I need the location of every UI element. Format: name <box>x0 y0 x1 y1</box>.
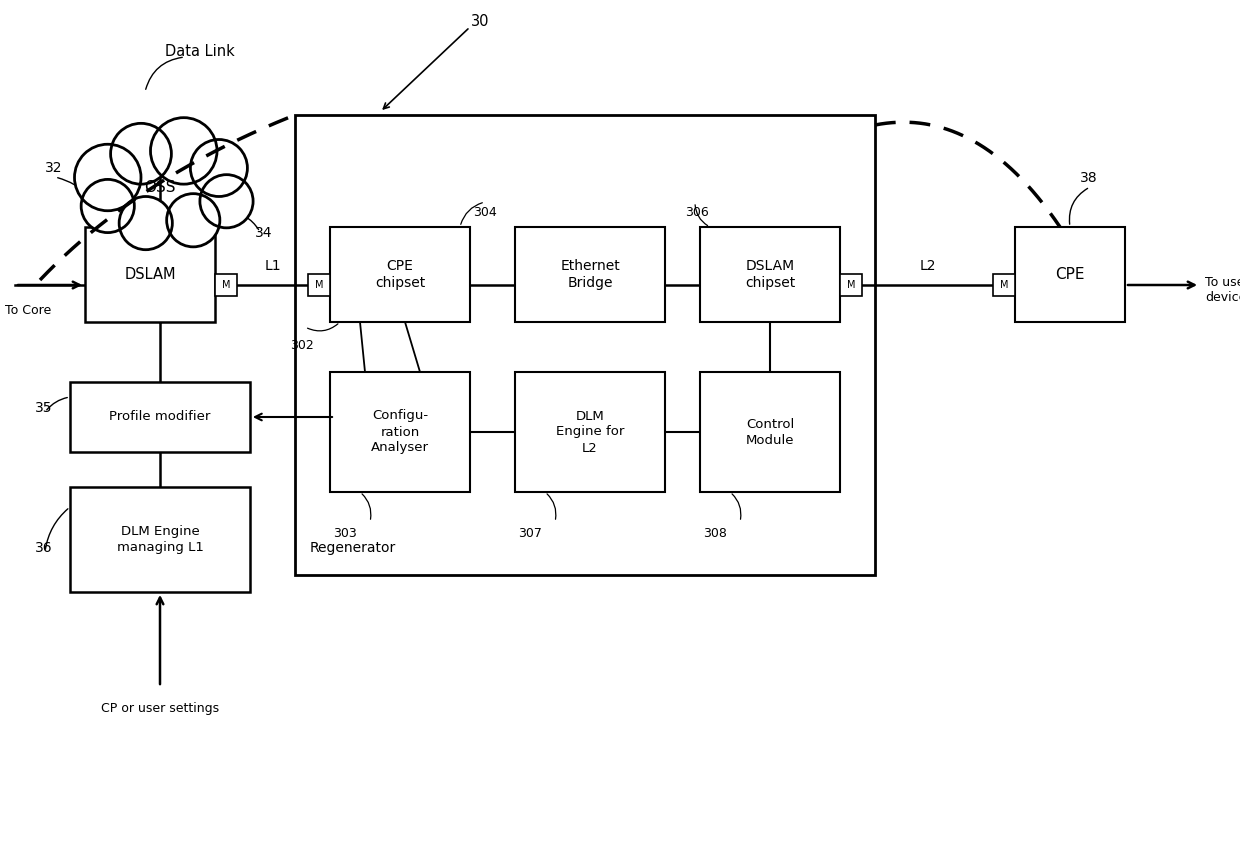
Text: L1: L1 <box>264 259 280 273</box>
Text: 304: 304 <box>472 206 497 219</box>
FancyBboxPatch shape <box>330 372 470 492</box>
Text: CPE
chipset: CPE chipset <box>374 259 425 291</box>
Text: 30: 30 <box>471 15 490 29</box>
Text: DLM
Engine for
L2: DLM Engine for L2 <box>556 410 624 454</box>
Text: OSS: OSS <box>144 179 176 195</box>
Text: 36: 36 <box>35 541 52 555</box>
Text: To Core: To Core <box>5 303 51 316</box>
Text: DLM Engine
managing L1: DLM Engine managing L1 <box>117 525 203 554</box>
Text: M: M <box>222 280 231 290</box>
FancyBboxPatch shape <box>295 115 875 575</box>
Circle shape <box>191 140 248 196</box>
FancyBboxPatch shape <box>839 274 862 296</box>
Text: Ethernet
Bridge: Ethernet Bridge <box>560 259 620 291</box>
Text: To user
devices: To user devices <box>1205 276 1240 304</box>
Text: M: M <box>847 280 856 290</box>
FancyBboxPatch shape <box>215 274 237 296</box>
FancyBboxPatch shape <box>69 382 250 452</box>
Text: CPE: CPE <box>1055 267 1085 282</box>
Text: DSLAM: DSLAM <box>124 267 176 282</box>
Text: Control
Module: Control Module <box>745 417 795 446</box>
FancyBboxPatch shape <box>993 274 1016 296</box>
FancyBboxPatch shape <box>701 372 839 492</box>
Text: L2: L2 <box>919 259 936 273</box>
Text: 34: 34 <box>255 226 273 240</box>
FancyBboxPatch shape <box>701 227 839 322</box>
Text: Data Link: Data Link <box>165 45 234 59</box>
FancyBboxPatch shape <box>515 227 665 322</box>
Text: 308: 308 <box>703 527 727 540</box>
Text: Profile modifier: Profile modifier <box>109 411 211 423</box>
Circle shape <box>119 196 172 249</box>
Text: 306: 306 <box>684 206 709 219</box>
FancyBboxPatch shape <box>86 227 215 322</box>
Text: 35: 35 <box>35 401 52 415</box>
Text: DSLAM
chipset: DSLAM chipset <box>745 259 795 291</box>
FancyBboxPatch shape <box>515 372 665 492</box>
FancyBboxPatch shape <box>69 487 250 592</box>
Text: 307: 307 <box>518 527 542 540</box>
Circle shape <box>110 123 171 184</box>
Text: 32: 32 <box>45 161 62 175</box>
Text: Configu-
ration
Analyser: Configu- ration Analyser <box>371 410 429 454</box>
Text: Regenerator: Regenerator <box>310 541 397 555</box>
FancyBboxPatch shape <box>308 274 330 296</box>
Text: CP or user settings: CP or user settings <box>100 702 219 715</box>
Circle shape <box>200 175 253 228</box>
Text: 303: 303 <box>334 527 357 540</box>
Circle shape <box>81 179 134 232</box>
Text: 38: 38 <box>1080 171 1097 185</box>
FancyBboxPatch shape <box>330 227 470 322</box>
Text: M: M <box>999 280 1008 290</box>
Text: 302: 302 <box>290 339 314 352</box>
Text: M: M <box>315 280 324 290</box>
FancyBboxPatch shape <box>1016 227 1125 322</box>
Circle shape <box>74 144 141 211</box>
Circle shape <box>150 117 217 184</box>
Circle shape <box>166 194 219 247</box>
